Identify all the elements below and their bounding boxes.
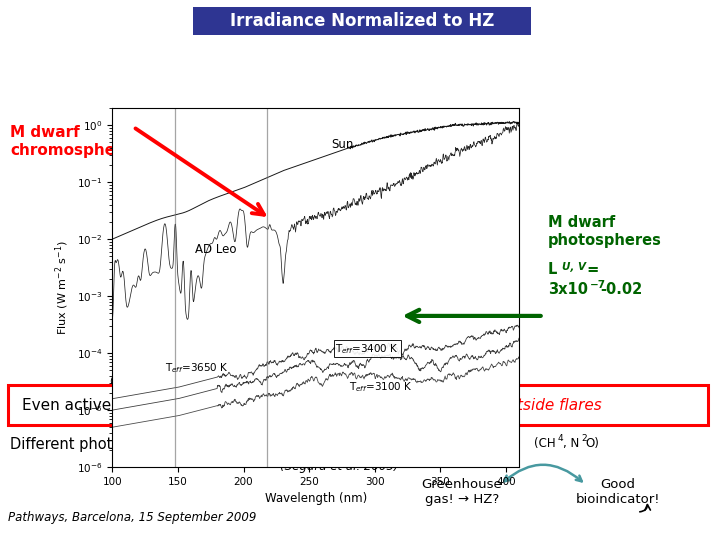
Bar <box>8 385 708 425</box>
Bar <box>193 7 531 35</box>
Text: O): O) <box>585 437 599 450</box>
Text: T$_{eff}$=3650 K: T$_{eff}$=3650 K <box>165 361 228 375</box>
Text: M dwarf
photospheres: M dwarf photospheres <box>548 215 662 248</box>
Text: (CH: (CH <box>534 437 556 450</box>
Text: (Segura et al. 2005): (Segura et al. 2005) <box>280 460 398 473</box>
Text: , N: , N <box>563 437 580 450</box>
Text: Pathways, Barcelona, 15 September 2009: Pathways, Barcelona, 15 September 2009 <box>8 511 256 524</box>
Text: Sun: Sun <box>330 138 353 151</box>
Text: −7: −7 <box>590 280 606 290</box>
Text: M dwarf
chromosphere: M dwarf chromosphere <box>10 125 133 158</box>
Text: =: = <box>582 262 599 277</box>
Text: L: L <box>548 262 557 277</box>
Text: 4: 4 <box>558 434 564 443</box>
Text: Good
bioindicator!: Good bioindicator! <box>576 478 660 506</box>
Text: Irradiance Normalized to HZ: Irradiance Normalized to HZ <box>230 12 494 30</box>
Text: (OH): (OH) <box>362 437 393 450</box>
Text: or destruction: or destruction <box>400 437 512 452</box>
Y-axis label: Flux (W m$^{-2}$ s$^{-1}$): Flux (W m$^{-2}$ s$^{-1}$) <box>54 240 71 335</box>
Text: 2: 2 <box>581 434 587 443</box>
Text: Greenhouse
gas! → HZ?: Greenhouse gas! → HZ? <box>422 478 503 506</box>
Text: T$_{eff}$=3100 K: T$_{eff}$=3100 K <box>348 381 413 394</box>
Text: Different photochemistry: Less molecule formation: Different photochemistry: Less molecule … <box>10 437 382 452</box>
Text: T$_{eff}$=3400 K: T$_{eff}$=3400 K <box>336 342 399 355</box>
Text: 3x10: 3x10 <box>548 282 588 297</box>
Text: Even active M dwarfs show lower UV in their HZ: Even active M dwarfs show lower UV in th… <box>22 397 395 413</box>
Text: outside flares: outside flares <box>498 397 602 413</box>
Text: -0.02: -0.02 <box>600 282 642 297</box>
Text: U, V: U, V <box>562 262 586 272</box>
Text: AD Leo: AD Leo <box>195 244 236 256</box>
Text: (Segura et al. 2005,
Scalo et al. 2007): (Segura et al. 2005, Scalo et al. 2007) <box>110 375 213 396</box>
X-axis label: Wavelength (nm): Wavelength (nm) <box>264 492 367 505</box>
